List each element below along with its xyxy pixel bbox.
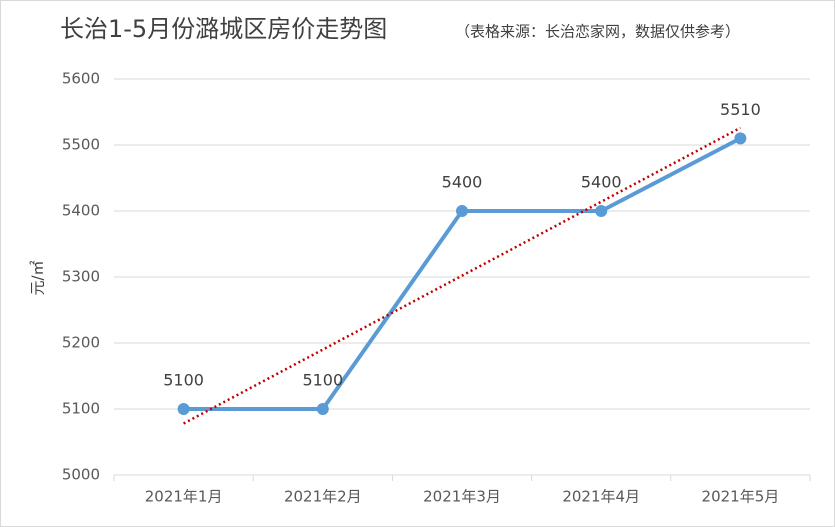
x-tick-label: 2021年1月 [145, 488, 223, 506]
x-tick-label: 2021年5月 [702, 488, 780, 506]
point [595, 205, 608, 217]
x-tick-label: 2021年3月 [423, 488, 501, 506]
chart-subtitle: （表格来源：长治恋家网，数据仅供参考） [455, 23, 740, 41]
data-label: 5400 [581, 173, 622, 192]
point [456, 205, 468, 217]
data-label: 5100 [302, 371, 343, 390]
y-tick-label: 5500 [62, 136, 100, 154]
point [177, 403, 190, 415]
y-axis-label: 元/㎡ [29, 260, 47, 295]
chart-title: 长治1-5月份潞城区房价走势图 [60, 15, 387, 43]
data-label: 5400 [442, 173, 483, 192]
y-tick-label: 5000 [62, 466, 100, 484]
x-tick-label: 2021年4月 [562, 488, 640, 506]
y-tick-label: 5400 [62, 202, 100, 220]
x-tick-label: 2021年2月 [284, 488, 362, 506]
data-label: 5510 [720, 100, 761, 119]
point [734, 132, 747, 145]
y-tick-label: 5200 [62, 334, 100, 352]
point [316, 403, 329, 415]
y-tick-label: 5600 [62, 70, 100, 88]
y-tick-label: 5300 [62, 268, 100, 286]
trendline [183, 126, 741, 425]
y-tick-label: 5100 [62, 400, 100, 418]
data-label: 5100 [163, 371, 204, 390]
